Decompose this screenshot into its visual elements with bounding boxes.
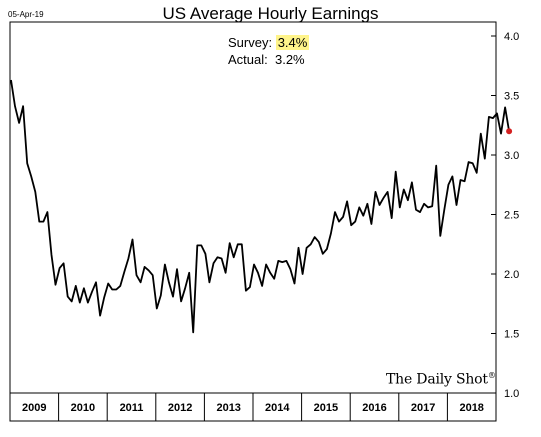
x-tick-label: 2009: [22, 402, 46, 414]
plot-frame: [9, 21, 497, 422]
y-tick-label: 2.0: [504, 269, 519, 281]
y-tick-label: 4.0: [504, 31, 519, 43]
x-tick-label: 2010: [71, 402, 95, 414]
survey-label: Survey:: [228, 35, 273, 50]
source-logo: The Daily Shot®: [386, 371, 496, 388]
x-tick-label: 2011: [120, 402, 144, 414]
y-tick-label: 2.5: [504, 210, 519, 222]
chart-title: US Average Hourly Earnings: [162, 4, 379, 23]
x-tick-label: 2016: [362, 402, 386, 414]
x-tick-label: 2012: [168, 402, 192, 414]
x-axis: 2009 2010 2011 2012 2013 2014 2015 2016 2017 2018: [22, 393, 497, 421]
report-date: 05-Apr-19: [8, 10, 44, 19]
y-axis: 1.0 1.5 2.0 2.5 3.0 3.5 4.0: [491, 31, 519, 400]
x-tick-label: 2017: [411, 402, 435, 414]
x-tick-label: 2013: [216, 402, 240, 414]
x-tick-label: 2018: [459, 402, 483, 414]
actual-annotation: Actual: 3.2%: [228, 52, 305, 67]
actual-value: 3.2%: [274, 52, 305, 67]
actual-label: Actual:: [228, 52, 268, 67]
y-tick-label: 1.5: [504, 329, 519, 341]
survey-annotation: Survey: 3.4%: [228, 35, 310, 50]
survey-value: 3.4%: [275, 35, 310, 50]
registered-mark: ®: [487, 371, 496, 380]
y-tick-label: 3.0: [504, 150, 519, 162]
hourly-earnings-line: [10, 79, 510, 334]
y-tick-label: 3.5: [504, 91, 519, 103]
latest-data-point: [506, 128, 513, 135]
source-name: The Daily Shot: [386, 371, 488, 388]
x-tick-label: 2015: [314, 402, 338, 414]
y-tick-label: 1.0: [504, 388, 519, 400]
x-tick-label: 2014: [265, 402, 290, 414]
